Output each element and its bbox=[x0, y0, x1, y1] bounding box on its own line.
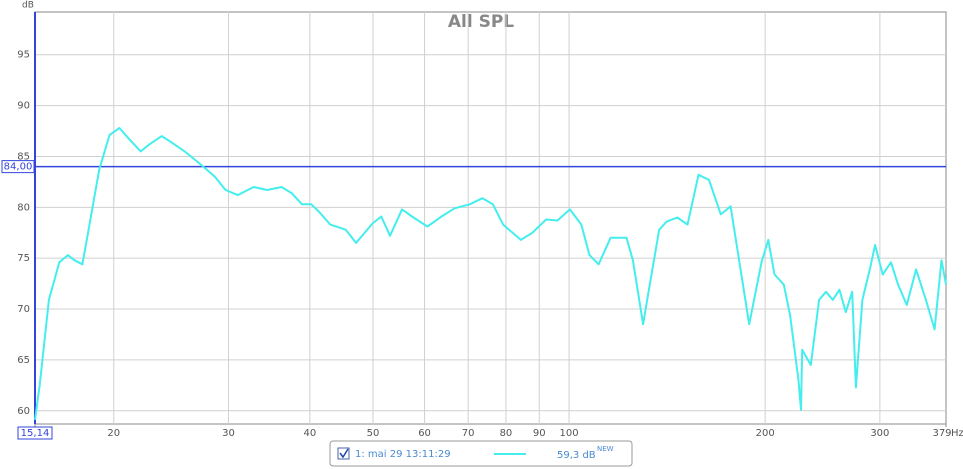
y-unit: dB bbox=[22, 1, 34, 11]
y-tick-label: 90 bbox=[17, 101, 30, 112]
legend-label: 1: mai 29 13:11:29 bbox=[355, 449, 451, 460]
legend-box bbox=[329, 440, 633, 467]
y-tick-label: 65 bbox=[17, 355, 30, 366]
x-tick-label: 60 bbox=[418, 428, 431, 439]
x-tick-label: 379 bbox=[932, 428, 951, 439]
y-tick-label: 75 bbox=[17, 253, 30, 264]
y-tick-label: 70 bbox=[17, 304, 30, 315]
spl-curve bbox=[34, 127, 947, 421]
x-tick-label: 30 bbox=[222, 428, 235, 439]
cursor-label: 84,00 bbox=[4, 162, 33, 173]
legend-level: 59,3 dB bbox=[557, 450, 596, 461]
x-tick-label: 20 bbox=[107, 428, 120, 439]
y-tick-label: 80 bbox=[17, 202, 30, 213]
x-start-box bbox=[17, 426, 53, 440]
x-tick-label: 200 bbox=[756, 428, 775, 439]
x-tick-label: 40 bbox=[303, 428, 316, 439]
x-tick-label: 300 bbox=[870, 428, 889, 439]
checkbox-check bbox=[339, 448, 349, 459]
x-tick-label: 15,14 bbox=[21, 428, 50, 439]
legend-checkbox[interactable] bbox=[337, 447, 350, 460]
chart-title: All SPL bbox=[448, 12, 514, 32]
y-tick-label: 85 bbox=[17, 151, 30, 162]
x-tick-label: 50 bbox=[367, 428, 380, 439]
y-tick-label: 95 bbox=[17, 50, 30, 61]
plot-frame bbox=[34, 11, 947, 425]
x-tick-label: 90 bbox=[533, 428, 546, 439]
x-tick-label: 70 bbox=[462, 428, 475, 439]
x-tick-label: 100 bbox=[560, 428, 579, 439]
x-unit: Hz bbox=[951, 428, 963, 439]
x-tick-label: 80 bbox=[500, 428, 513, 439]
cursor-label-box bbox=[1, 160, 35, 174]
legend-tag: NEW bbox=[597, 445, 614, 453]
y-tick-label: 60 bbox=[17, 406, 30, 417]
